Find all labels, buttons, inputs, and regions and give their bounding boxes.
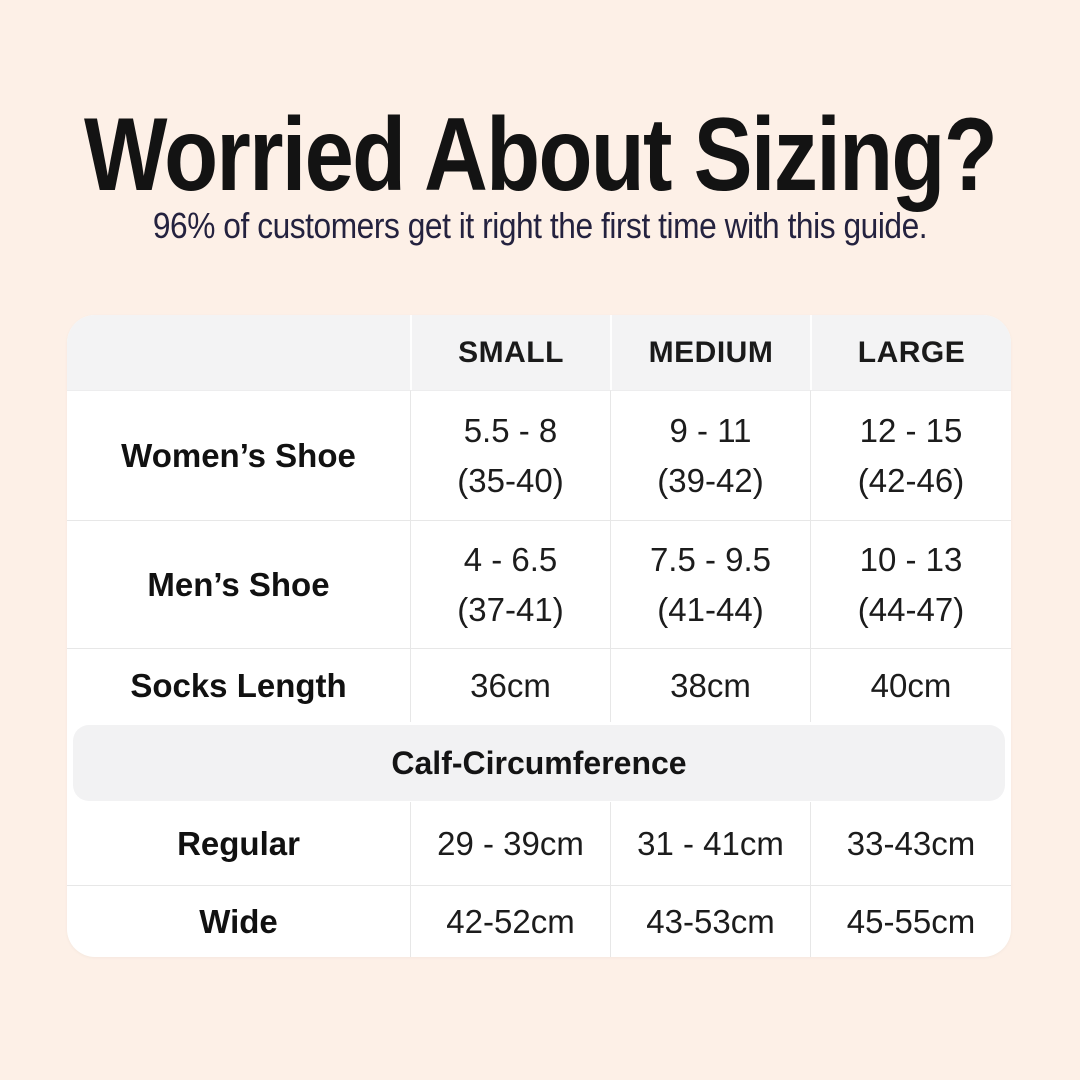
cell-regular-large: 33-43cm [810,802,1011,885]
section-header-calf-circumference: Calf-Circumference [73,725,1005,801]
page-subtitle: 96% of customers get it right the first … [152,205,928,246]
cell-mens-medium: 7.5 - 9.5 (41-44) [610,520,810,648]
column-header-small: SMALL [410,315,610,390]
cell-wide-small: 42-52cm [410,885,610,957]
cell-womens-medium: 9 - 11 (39-42) [610,390,810,520]
page-title: Worried About Sizing? [83,97,998,213]
row-label-wide: Wide [67,885,410,957]
row-label-womens-shoe: Women’s Shoe [67,390,410,520]
row-label-regular: Regular [177,824,300,862]
cell-mens-small: 4 - 6.5 (37-41) [410,520,610,648]
cell-regular-medium: 31 - 41cm [610,802,810,885]
cell-socks-large: 40cm [810,648,1011,722]
cell-wide-medium: 43-53cm [610,885,810,957]
size-chart-table: SMALL MEDIUM LARGE Women’s Shoe 5.5 - 8 … [67,315,1011,957]
cell-womens-small: 5.5 - 8 (35-40) [410,390,610,520]
cell-regular-small: 29 - 39cm [410,802,610,885]
section-row-calf-circumference: Calf-Circumference [67,722,1011,802]
cell-womens-large: 12 - 15 (42-46) [810,390,1011,520]
column-header-medium: MEDIUM [610,315,810,390]
column-header-large: LARGE [810,315,1011,390]
cell-mens-large: 10 - 13 (44-47) [810,520,1011,648]
cell-socks-medium: 38cm [610,648,810,722]
cell-socks-small: 36cm [410,648,610,722]
row-label-socks-length: Socks Length [67,648,410,722]
cell-wide-large: 45-55cm [810,885,1011,957]
column-header-blank [67,315,410,390]
row-label-mens-shoe: Men’s Shoe [67,520,410,648]
